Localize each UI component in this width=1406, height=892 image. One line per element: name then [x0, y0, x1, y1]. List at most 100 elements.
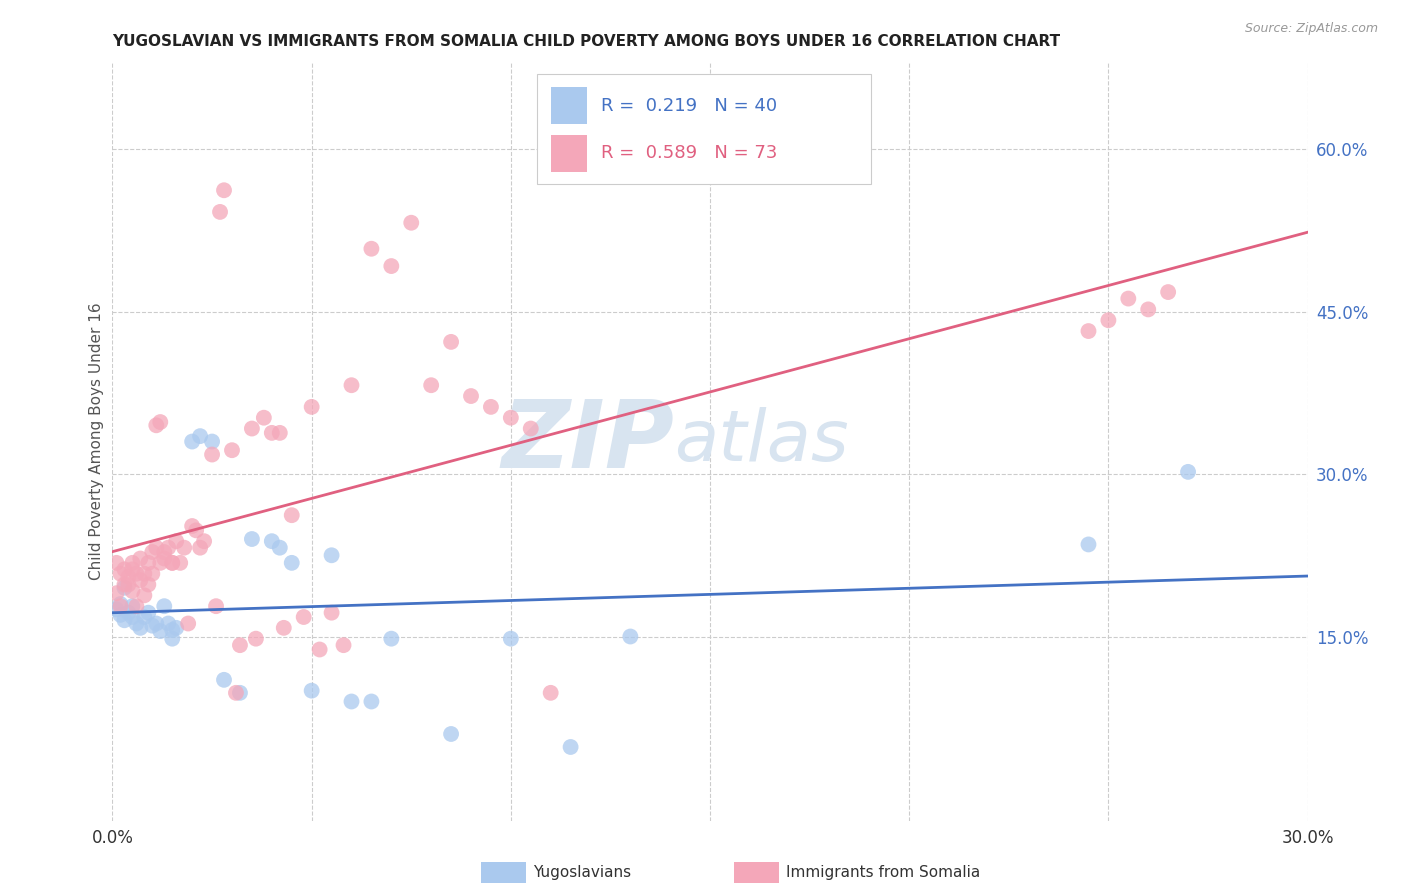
- Point: [253, 410, 276, 425]
- Point: [260, 425, 283, 440]
- Point: [225, 686, 247, 700]
- Point: [121, 610, 143, 624]
- Point: [440, 334, 463, 349]
- Point: [153, 551, 176, 566]
- Point: [273, 621, 295, 635]
- Point: [269, 425, 291, 440]
- Point: [165, 534, 187, 549]
- Text: Immigrants from Somalia: Immigrants from Somalia: [786, 865, 980, 880]
- Point: [340, 378, 363, 392]
- Point: [114, 581, 135, 595]
- Point: [186, 524, 208, 538]
- Point: [540, 686, 562, 700]
- Point: [141, 618, 163, 632]
- Point: [125, 616, 148, 631]
- Point: [125, 566, 148, 581]
- FancyBboxPatch shape: [537, 74, 872, 184]
- Text: R =  0.219   N = 40: R = 0.219 N = 40: [602, 96, 778, 115]
- Point: [380, 259, 402, 273]
- Point: [110, 566, 132, 581]
- Point: [380, 632, 402, 646]
- Point: [201, 434, 224, 449]
- Point: [134, 588, 156, 602]
- Point: [114, 562, 135, 576]
- Point: [240, 421, 263, 435]
- Point: [260, 534, 283, 549]
- Point: [149, 624, 172, 639]
- Point: [181, 519, 204, 533]
- Point: [157, 541, 180, 555]
- Point: [205, 599, 228, 614]
- Point: [281, 556, 304, 570]
- Point: [105, 556, 128, 570]
- Point: [129, 573, 152, 587]
- Point: [1118, 292, 1140, 306]
- Y-axis label: Child Poverty Among Boys Under 16: Child Poverty Among Boys Under 16: [89, 302, 104, 581]
- Point: [221, 443, 243, 458]
- Point: [188, 429, 211, 443]
- Point: [165, 621, 187, 635]
- Point: [153, 599, 176, 614]
- Point: [1157, 285, 1180, 299]
- Point: [173, 541, 195, 555]
- Point: [440, 727, 463, 741]
- Text: YUGOSLAVIAN VS IMMIGRANTS FROM SOMALIA CHILD POVERTY AMONG BOYS UNDER 16 CORRELA: YUGOSLAVIAN VS IMMIGRANTS FROM SOMALIA C…: [112, 34, 1060, 49]
- Text: R =  0.589   N = 73: R = 0.589 N = 73: [602, 145, 778, 162]
- Point: [114, 577, 135, 591]
- Point: [619, 630, 641, 644]
- Point: [212, 183, 235, 197]
- Point: [129, 621, 152, 635]
- Point: [499, 632, 522, 646]
- Point: [212, 673, 235, 687]
- Point: [229, 638, 252, 652]
- Point: [340, 694, 363, 708]
- Point: [110, 607, 132, 622]
- Point: [301, 400, 323, 414]
- Point: [1097, 313, 1119, 327]
- Point: [269, 541, 291, 555]
- Point: [141, 545, 163, 559]
- Point: [157, 616, 180, 631]
- Point: [1177, 465, 1199, 479]
- Point: [229, 686, 252, 700]
- Point: [138, 556, 160, 570]
- Point: [110, 597, 132, 611]
- Point: [117, 606, 139, 620]
- Point: [121, 556, 143, 570]
- Point: [188, 541, 211, 555]
- Point: [193, 534, 215, 549]
- Point: [460, 389, 482, 403]
- Point: [1137, 302, 1160, 317]
- Point: [560, 739, 582, 754]
- Point: [141, 566, 163, 581]
- Point: [201, 448, 224, 462]
- Point: [360, 694, 382, 708]
- Point: [121, 599, 143, 614]
- Point: [138, 606, 160, 620]
- Point: [117, 570, 139, 584]
- Point: [129, 551, 152, 566]
- Point: [162, 556, 183, 570]
- FancyBboxPatch shape: [551, 87, 586, 124]
- Point: [149, 556, 172, 570]
- Point: [145, 418, 167, 433]
- Point: [134, 566, 156, 581]
- Point: [245, 632, 267, 646]
- Point: [177, 616, 200, 631]
- Point: [209, 205, 232, 219]
- Point: [240, 532, 263, 546]
- Point: [1077, 537, 1099, 551]
- Point: [1077, 324, 1099, 338]
- Point: [332, 638, 354, 652]
- Point: [110, 599, 132, 614]
- Text: ZIP: ZIP: [502, 395, 675, 488]
- Point: [499, 410, 522, 425]
- Point: [125, 599, 148, 614]
- Point: [281, 508, 304, 523]
- Point: [149, 415, 172, 429]
- Point: [134, 610, 156, 624]
- Point: [117, 577, 139, 591]
- Point: [181, 434, 204, 449]
- Point: [292, 610, 315, 624]
- Point: [138, 577, 160, 591]
